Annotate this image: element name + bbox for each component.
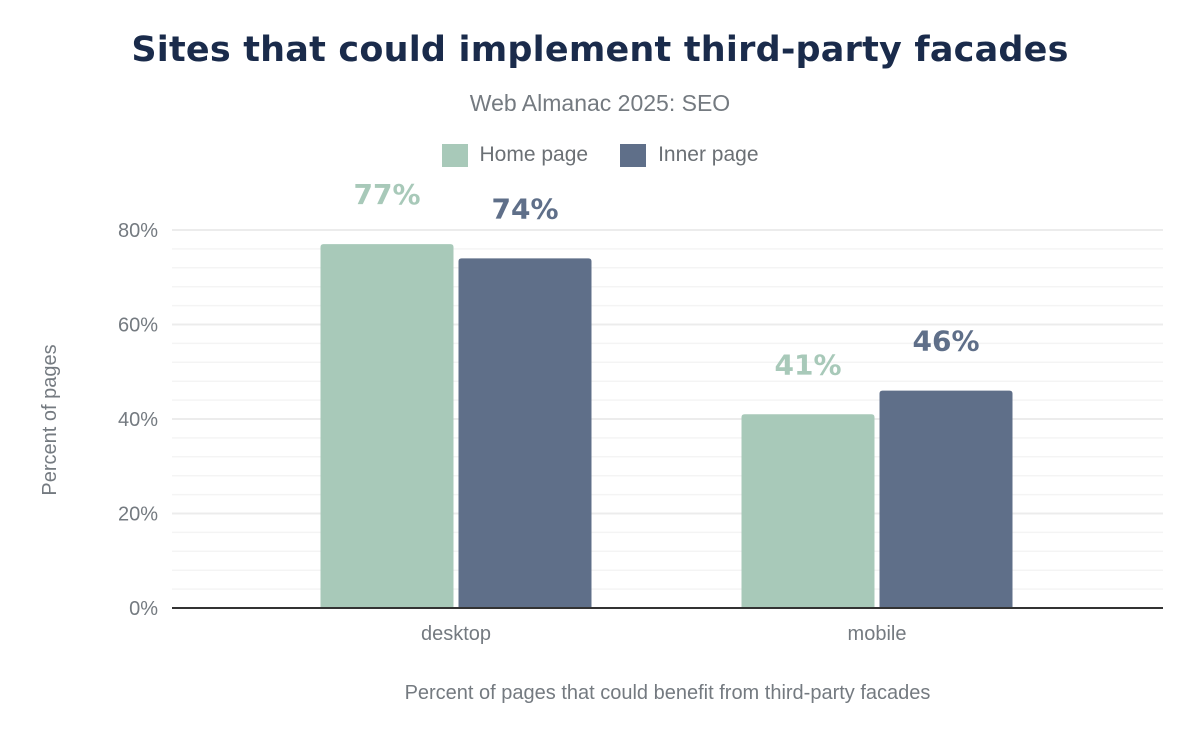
bar-inner-page-mobile	[879, 390, 1013, 608]
y-tick-label: 60%	[118, 315, 158, 337]
legend-swatch	[441, 143, 468, 167]
data-label: 77%	[353, 178, 420, 211]
y-axis-label: Percent of pages	[39, 344, 61, 495]
legend-item-home-page[interactable]: Home page	[441, 143, 589, 167]
legend-swatch	[620, 143, 647, 167]
y-tick-label: 80%	[118, 220, 158, 242]
bar-inner-page-desktop	[458, 258, 592, 608]
legend-item-inner-page[interactable]: Inner page	[620, 143, 759, 167]
legend-label: Home page	[479, 143, 589, 166]
data-label: 46%	[912, 325, 979, 358]
x-tick-label: desktop	[421, 623, 491, 645]
data-label: 41%	[774, 348, 841, 381]
bar-home-page-mobile	[741, 414, 875, 608]
chart-subtitle: Web Almanac 2025: SEO	[469, 90, 731, 116]
legend: Home page Inner page	[0, 143, 1200, 167]
y-tick-label: 40%	[118, 409, 158, 431]
bar-home-page-desktop	[320, 244, 454, 609]
data-label: 74%	[491, 192, 558, 225]
chart-title: Sites that could implement third-party f…	[131, 30, 1069, 70]
x-tick-label: mobile	[848, 623, 907, 645]
y-tick-label: 20%	[118, 504, 158, 526]
legend-label: Inner page	[658, 143, 759, 166]
x-axis-label: Percent of pages that could benefit from…	[405, 682, 931, 704]
y-tick-label: 0%	[129, 598, 158, 620]
